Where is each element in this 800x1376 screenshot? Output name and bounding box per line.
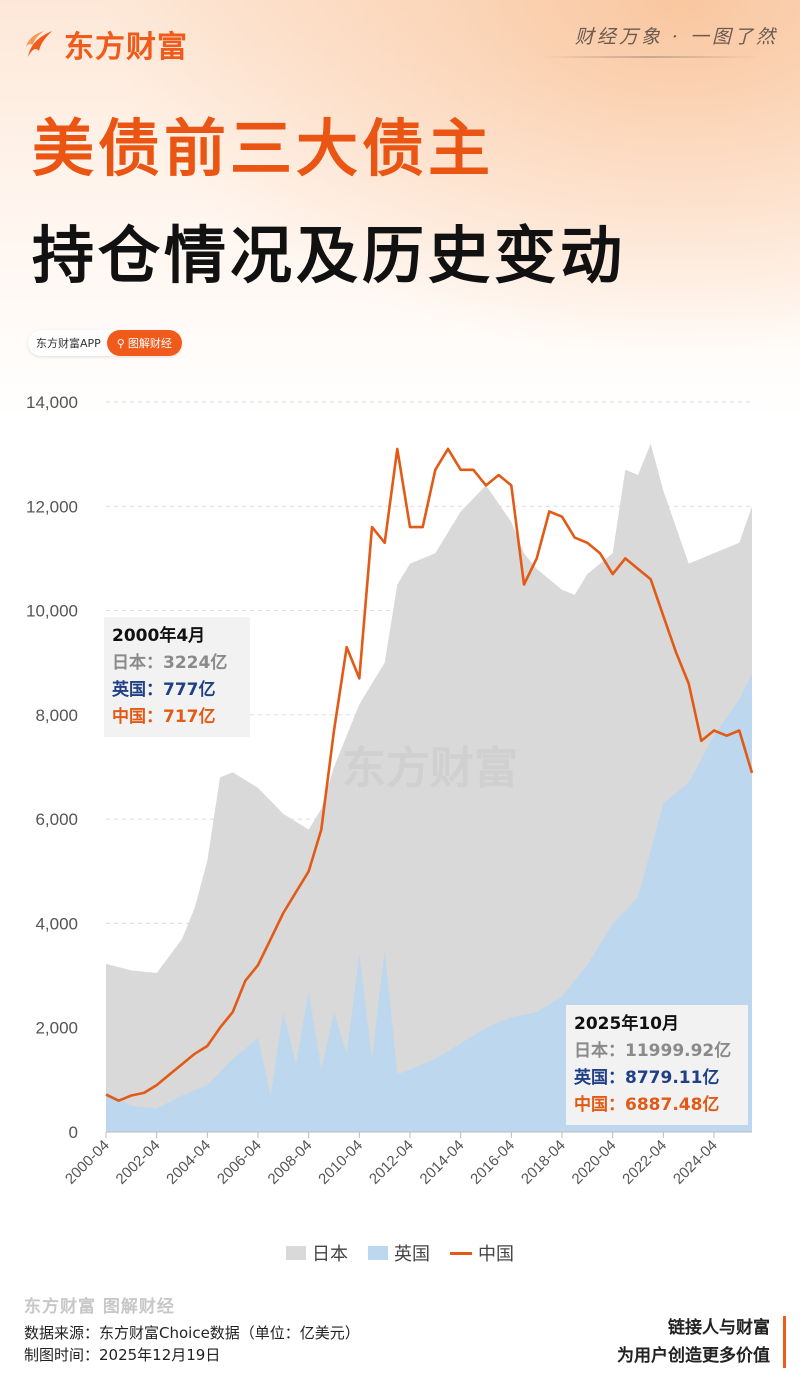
- tagline-line-1: 链接人与财富: [668, 1318, 770, 1338]
- brand-logo: 东方财富: [22, 22, 188, 66]
- x-tick-label: 2022-04: [619, 1137, 670, 1188]
- legend-item-uk: 英国: [368, 1240, 430, 1266]
- x-tick-label: 2014-04: [417, 1137, 468, 1188]
- legend-swatch-uk: [368, 1246, 388, 1260]
- legend-label-uk: 英国: [394, 1244, 430, 1265]
- x-tick-label: 2004-04: [163, 1137, 214, 1188]
- legend-label-japan: 日本: [312, 1244, 348, 1265]
- legend-item-japan: 日本: [286, 1240, 348, 1266]
- tagline-accent-bar: [783, 1316, 786, 1368]
- x-tick-label: 2020-04: [569, 1137, 620, 1188]
- annotation-end-china: 中国：6887.48亿: [574, 1095, 720, 1115]
- title-line-1: 美债前三大债主: [32, 112, 495, 185]
- annotation-start-china: 中国：717亿: [112, 707, 216, 727]
- legend-swatch-china: [450, 1251, 472, 1255]
- x-tick-label: 2008-04: [265, 1137, 316, 1188]
- annotation-end-japan: 日本：11999.92亿: [574, 1041, 732, 1061]
- x-tick-label: 2012-04: [366, 1137, 417, 1188]
- watermark: 东方财富: [342, 743, 518, 794]
- search-icon: ⚲: [116, 336, 125, 350]
- y-tick-label: 10,000: [26, 602, 78, 621]
- legend-label-china: 中国: [478, 1244, 514, 1265]
- annotation-start-uk: 英国：777亿: [112, 680, 216, 700]
- y-tick-label: 6,000: [35, 810, 78, 829]
- flame-logo-icon: [26, 31, 52, 57]
- y-tick-label: 0: [69, 1123, 78, 1142]
- y-tick-label: 14,000: [26, 393, 78, 412]
- series-line-china: [105, 447, 754, 1102]
- data-source: 数据来源：东方财富Choice数据（单位：亿美元） 制图时间：2025年12月1…: [24, 1322, 360, 1366]
- legend-swatch-japan: [286, 1246, 306, 1260]
- annotation-start-japan: 日本：3224亿: [112, 653, 228, 673]
- annotation-start-date: 2000年4月: [112, 626, 206, 646]
- slogan-underline: [540, 56, 760, 58]
- app-button-label: 图解财经: [127, 337, 172, 350]
- source-text: 数据来源：东方财富Choice数据（单位：亿美元）: [24, 1324, 360, 1342]
- y-tick-label: 12,000: [26, 497, 78, 516]
- slogan: 财经万象 · 一图了然: [574, 26, 778, 48]
- y-tick-label: 8,000: [35, 706, 78, 725]
- x-tick-label: 2016-04: [467, 1137, 518, 1188]
- annotation-start: 2000年4月 日本：3224亿 英国：777亿 中国：717亿: [104, 617, 250, 737]
- app-badge[interactable]: 东方财富APP ⚲ 图解财经: [28, 330, 182, 356]
- x-tick-label: 2010-04: [315, 1137, 366, 1188]
- tagline: 链接人与财富 为用户创造更多价值: [617, 1314, 770, 1370]
- x-tick-label: 2024-04: [670, 1137, 721, 1188]
- app-button[interactable]: ⚲ 图解财经: [106, 330, 182, 356]
- x-tick-label: 2002-04: [113, 1137, 164, 1188]
- app-label: 东方财富APP: [36, 337, 101, 350]
- x-tick-label: 2006-04: [214, 1137, 265, 1188]
- annotation-end-date: 2025年10月: [574, 1014, 679, 1034]
- annotation-end-uk: 英国：8779.11亿: [574, 1068, 720, 1088]
- footer-logo: 东方财富 图解财经: [24, 1297, 175, 1317]
- y-tick-label: 4,000: [35, 914, 78, 933]
- title-line-2: 持仓情况及历史变动: [32, 219, 627, 292]
- x-tick-label: 2000-04: [62, 1137, 113, 1188]
- chart-legend: 日本 英国 中国: [0, 1240, 800, 1266]
- y-tick-label: 2,000: [35, 1019, 78, 1038]
- chart-date: 制图时间：2025年12月19日: [24, 1346, 221, 1364]
- tagline-line-2: 为用户创造更多价值: [617, 1346, 770, 1366]
- x-tick-label: 2018-04: [518, 1137, 569, 1188]
- annotation-end: 2025年10月 日本：11999.92亿 英国：8779.11亿 中国：688…: [566, 1005, 748, 1125]
- brand-name: 东方财富: [64, 30, 188, 65]
- legend-item-china: 中国: [450, 1240, 514, 1266]
